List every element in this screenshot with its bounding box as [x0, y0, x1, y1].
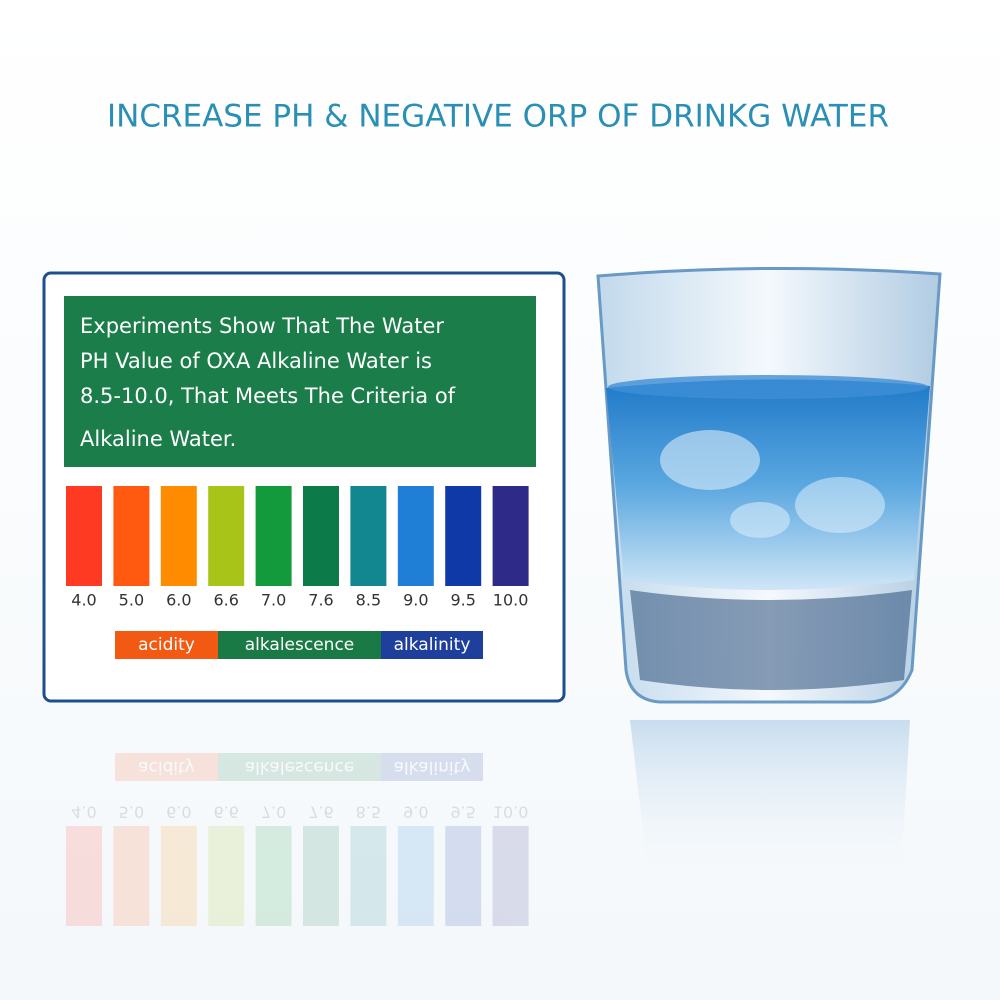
ph-swatch — [160, 826, 197, 926]
ph-swatch — [66, 826, 102, 926]
ph-swatch — [445, 826, 482, 926]
ph-swatch — [350, 486, 387, 586]
ph-label: 6.0 — [166, 803, 191, 822]
ph-swatch — [397, 486, 434, 586]
legend-segment — [381, 753, 483, 781]
ph-label: 7.0 — [261, 591, 286, 610]
legend-label: acidity — [138, 635, 195, 655]
ph-label: 7.6 — [308, 803, 333, 822]
reflection: 4.0 5.0 6.0 6.6 7.0 7.6 8.5 9.0 9.5 10.0 acidity al… — [66, 753, 529, 926]
legend-segment — [218, 753, 381, 781]
ph-swatch — [350, 826, 387, 926]
legend-label: alkalinity — [394, 635, 471, 655]
ph-swatch — [303, 826, 339, 926]
ph-scale: 4.0 5.0 6.0 6.6 7.0 7.6 8.5 9.0 9.5 10.0 acidity al… — [66, 486, 529, 659]
ph-label: 6.6 — [213, 803, 238, 822]
legend-segment — [115, 631, 218, 659]
ph-label: 6.0 — [166, 591, 191, 610]
ph-label: 10.0 — [493, 591, 529, 610]
ph-label: 7.0 — [261, 803, 286, 822]
legend-label: alkalescence — [245, 635, 355, 655]
ph-label: 10.0 — [493, 803, 529, 822]
ph-swatch — [445, 486, 482, 586]
ph-swatch — [113, 826, 150, 926]
ph-swatch — [160, 486, 197, 586]
ph-swatch — [492, 486, 529, 586]
ph-label: 5.0 — [119, 591, 144, 610]
legend-segment — [115, 753, 218, 781]
legend-segment — [381, 631, 483, 659]
ph-label: 4.0 — [71, 803, 96, 822]
ph-label: 9.5 — [450, 803, 475, 822]
ph-swatch — [255, 826, 292, 926]
ph-label: 9.0 — [403, 803, 428, 822]
legend-label: alkalescence — [245, 757, 355, 777]
ph-label: 7.6 — [308, 591, 333, 610]
ph-swatch — [66, 486, 102, 586]
ph-label: 8.5 — [356, 591, 381, 610]
ph-swatch — [492, 826, 529, 926]
ph-swatch — [303, 486, 339, 586]
ph-swatch — [397, 826, 434, 926]
text-box — [64, 296, 536, 467]
ph-label: 9.0 — [403, 591, 428, 610]
ph-label: 6.6 — [213, 591, 238, 610]
legend-label: alkalinity — [394, 757, 471, 777]
title: INCREASE PH & NEGATIVE ORP OF DRINKG WAT… — [107, 99, 889, 135]
panel-text-line: Alkaline Water. — [80, 427, 236, 451]
ph-swatch — [208, 486, 245, 586]
ph-label: 8.5 — [356, 803, 381, 822]
panel-text-line: PH Value of OXA Alkaline Water is — [80, 349, 432, 373]
legend-segment — [218, 631, 381, 659]
ph-swatch — [208, 826, 245, 926]
ph-label: 9.5 — [450, 591, 475, 610]
legend-label: acidity — [138, 757, 195, 777]
ph-swatch — [255, 486, 292, 586]
panel-text-line: Experiments Show That The Water — [80, 314, 444, 338]
ph-swatch — [113, 486, 150, 586]
panel-text-line: 8.5-10.0, That Meets The Criteria of — [80, 384, 456, 408]
glass-illustration — [596, 266, 942, 890]
ph-label: 4.0 — [71, 591, 96, 610]
ph-label: 5.0 — [119, 803, 144, 822]
